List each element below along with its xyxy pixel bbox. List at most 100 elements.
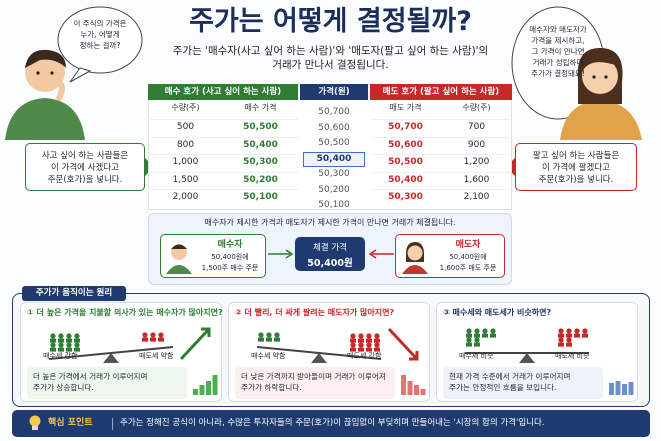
person-icon	[58, 342, 64, 348]
panel-text-line: 현재 가격 수준에서 거래가 이루어지며	[449, 372, 571, 381]
bubble-line: 거래가 성립하며	[532, 58, 584, 67]
buy-quantity: 800	[176, 139, 195, 150]
row-line	[370, 171, 512, 173]
row-line	[370, 154, 512, 155]
person-icon	[366, 342, 372, 348]
person-icon	[358, 342, 364, 348]
row-line	[148, 154, 298, 155]
person-icon	[574, 328, 580, 334]
key-point-text: 주가는 정해진 공식이 아니라, 수많은 투자자들의 주문(호가)이 끊임없이 …	[120, 418, 545, 428]
person-icon	[50, 333, 56, 339]
person-icon	[350, 338, 356, 343]
key-point-bar: 핵심 포인트 주가는 정해진 공식이 아니라, 수많은 투자자들의 주문(호가)…	[12, 410, 650, 437]
sell-quantity: 1,600	[463, 174, 490, 185]
trend-icon	[193, 375, 218, 395]
icon-bar	[628, 382, 634, 395]
price-level: 50,600	[318, 122, 350, 133]
person-icon	[374, 338, 380, 343]
person-icon	[150, 332, 156, 338]
row-line	[148, 171, 298, 173]
person-icon	[350, 333, 356, 339]
price-level: 50,700	[318, 107, 350, 117]
person-icon	[74, 338, 80, 343]
buy-price: 50,200	[243, 174, 278, 185]
result-box: 체결 가격 50,400원	[295, 237, 365, 271]
person-icon	[566, 333, 572, 338]
seller-icon	[402, 242, 428, 274]
balance-scale	[48, 327, 211, 363]
column-header: 매수 가격	[244, 103, 277, 112]
person-icon	[566, 328, 572, 334]
icon-bar	[622, 384, 627, 395]
buyer-icon	[166, 244, 192, 274]
row-line	[148, 136, 298, 138]
person-icon	[474, 328, 480, 334]
sell-quantity: 2,100	[463, 192, 490, 202]
person-icon	[358, 333, 364, 339]
person-icon	[490, 328, 496, 334]
bubble-line: 이 주식의 가격은	[73, 19, 127, 28]
person-icon	[158, 337, 164, 342]
seller-label: 매도자	[455, 240, 481, 250]
person-icon	[482, 328, 488, 334]
trend-arrow	[387, 327, 419, 361]
bubble-line: 매수자와 매도자가	[529, 25, 587, 34]
panel-text: 더 높은 가격에서 거래가 이루어지며 주가가 상승합니다.	[27, 367, 187, 399]
buy-quantity: 1,000	[172, 157, 199, 167]
person-icon	[74, 342, 80, 348]
person-icon	[274, 332, 280, 338]
person-icon	[566, 342, 572, 347]
result-price: 50,400원	[307, 258, 353, 269]
seller-price: 50,400원에	[449, 253, 487, 261]
price-level: 50,300	[318, 169, 350, 179]
price-level: 50,400	[303, 151, 365, 167]
person-icon	[142, 337, 148, 342]
person-icon	[274, 337, 280, 342]
row-line	[370, 119, 512, 120]
sell-price: 50,500	[388, 157, 423, 167]
left-label: 매수세 비슷	[459, 352, 494, 360]
trend-icon	[401, 375, 426, 395]
left-label: 매수세 강함	[43, 352, 78, 360]
principle-panel: ② 더 빨리, 더 싸게 팔려는 매도자가 많아지면? 매수세 약함 매도세 강함 더…	[228, 302, 430, 402]
person-icon	[366, 333, 372, 339]
person-icon	[366, 338, 372, 343]
buyer-card: 매수자 50,400원에 1,500주 매수 주문	[160, 234, 266, 278]
bubble-line: 그 가격이 만나면	[531, 47, 585, 56]
person-icon	[558, 342, 564, 347]
subtitle-line: 거래가 만나서 결정됩니다.	[272, 59, 389, 71]
seller-order: 1,600주 매도 주문	[439, 264, 497, 272]
icon-bar	[206, 381, 211, 395]
person-icon	[574, 333, 580, 338]
sell-price: 50,300	[388, 192, 423, 202]
icon-bar	[212, 375, 218, 395]
fulcrum	[103, 353, 119, 363]
icon-bar	[615, 381, 621, 395]
panel-text-line: 주가가 하락합니다.	[241, 383, 302, 392]
principle-panel: ① 더 높은 가격을 지불할 의사가 있는 매수자가 많아지면? 매수세 강함 매도…	[20, 302, 223, 402]
buy-quantity: 500	[176, 122, 195, 132]
sell-quantity: 700	[467, 122, 486, 132]
buy-quantity: 2,000	[172, 192, 199, 202]
right-label: 매도세 비슷	[555, 352, 590, 360]
person-icon	[74, 347, 80, 352]
buyer-order: 1,500주 매수 주문	[201, 264, 259, 272]
buy-quantity: 1,500	[172, 174, 199, 185]
panel-heading: ① 더 높은 가격을 지불할 의사가 있는 매수자가 많아지면?	[27, 308, 223, 317]
sell-header: 매도 호가 (팔고 싶어 하는 사람)	[370, 84, 512, 100]
person-icon	[558, 328, 564, 334]
person-icon	[66, 347, 72, 352]
person-icon	[466, 333, 472, 338]
person-icon	[66, 333, 72, 339]
note-line: 주문(호가)을 넣니다.	[47, 175, 123, 185]
panel-text-line: 주가가 상승합니다.	[33, 383, 94, 392]
balance-scale	[256, 327, 419, 363]
note-line: 이 가격에 팔겠다고	[542, 163, 610, 173]
sell-quantity: 900	[467, 139, 486, 150]
bubble-line: 가격을 제시하고,	[531, 36, 585, 45]
principle-panel: ③ 매수세와 매도세가 비슷하면? 매수세 비슷 매도세 비슷 현재 가격 수준에서 …	[436, 302, 638, 402]
buy-price: 50,300	[243, 157, 278, 167]
person-icon	[142, 332, 148, 338]
person-icon	[582, 328, 588, 334]
